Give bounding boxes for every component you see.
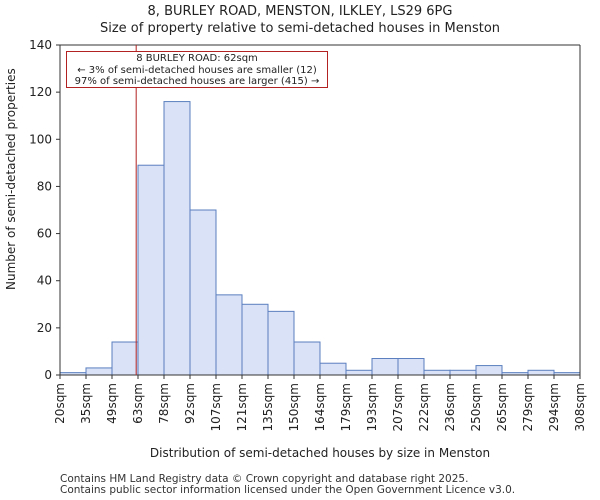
footer-line-1: Contains HM Land Registry data © Crown c…: [60, 473, 469, 485]
x-tick-label: 179sqm: [339, 383, 353, 431]
histogram-bar: [111, 341, 139, 376]
histogram-bar: [527, 369, 555, 376]
y-tick-label: 120: [29, 85, 52, 99]
histogram-bar: [267, 310, 295, 376]
x-tick-label: 35sqm: [79, 383, 93, 424]
y-tick-label: 100: [29, 132, 52, 146]
x-tick-label: 193sqm: [365, 383, 379, 431]
x-tick-label: 265sqm: [495, 383, 509, 431]
y-tick-label: 80: [37, 179, 52, 193]
annotation-line-1: 8 BURLEY ROAD: 62sqm: [136, 53, 258, 64]
y-tick-label: 0: [44, 368, 52, 382]
x-tick-label: 107sqm: [209, 383, 223, 431]
histogram-bar: [475, 365, 503, 376]
x-tick-label: 164sqm: [313, 383, 327, 431]
histogram-bar: [319, 362, 347, 376]
histogram-bar: [189, 209, 217, 376]
x-tick-label: 308sqm: [573, 383, 587, 431]
x-tick-label: 78sqm: [157, 383, 171, 424]
histogram-bar: [397, 358, 425, 376]
histogram-bar: [137, 164, 165, 376]
x-tick-label: 250sqm: [469, 383, 483, 431]
annotation-line-3: 97% of semi-detached houses are larger (…: [74, 76, 320, 87]
x-tick-label: 294sqm: [547, 383, 561, 431]
histogram-bar: [423, 369, 451, 376]
x-tick-label: 150sqm: [287, 383, 301, 431]
y-tick-label: 40: [37, 274, 52, 288]
x-tick-label: 135sqm: [261, 383, 275, 431]
x-tick-label: 49sqm: [105, 383, 119, 424]
x-tick-label: 222sqm: [417, 383, 431, 431]
x-tick-label: 279sqm: [521, 383, 535, 431]
histogram-bar: [215, 294, 243, 376]
histogram-bar: [345, 369, 373, 376]
histogram-bar: [241, 303, 269, 376]
x-tick-label: 92sqm: [183, 383, 197, 424]
y-tick-label: 140: [29, 38, 52, 52]
histogram-bar: [293, 341, 321, 376]
property-annotation-box: 8 BURLEY ROAD: 62sqm ← 3% of semi-detach…: [66, 51, 328, 88]
chart-subtitle: Size of property relative to semi-detach…: [99, 21, 501, 36]
x-tick-label: 20sqm: [53, 383, 67, 424]
x-axis-label: Distribution of semi-detached houses by …: [149, 446, 491, 460]
y-tick-label: 60: [37, 227, 52, 241]
y-tick-label: 20: [37, 321, 52, 335]
histogram-bar: [163, 101, 191, 376]
x-tick-label: 207sqm: [391, 383, 405, 431]
x-tick-label: 63sqm: [131, 383, 145, 424]
histogram-bar: [449, 369, 477, 376]
annotation-line-2: ← 3% of semi-detached houses are smaller…: [77, 64, 317, 76]
histogram-bar: [85, 367, 113, 376]
x-tick-label: 121sqm: [235, 383, 249, 431]
x-tick-label: 236sqm: [443, 383, 457, 431]
histogram-bar: [371, 358, 399, 376]
footer-line-2: Contains public sector information licen…: [60, 484, 516, 496]
y-axis-label: Number of semi-detached properties: [4, 68, 18, 290]
chart-title: 8, BURLEY ROAD, MENSTON, ILKLEY, LS29 6P…: [147, 4, 453, 19]
